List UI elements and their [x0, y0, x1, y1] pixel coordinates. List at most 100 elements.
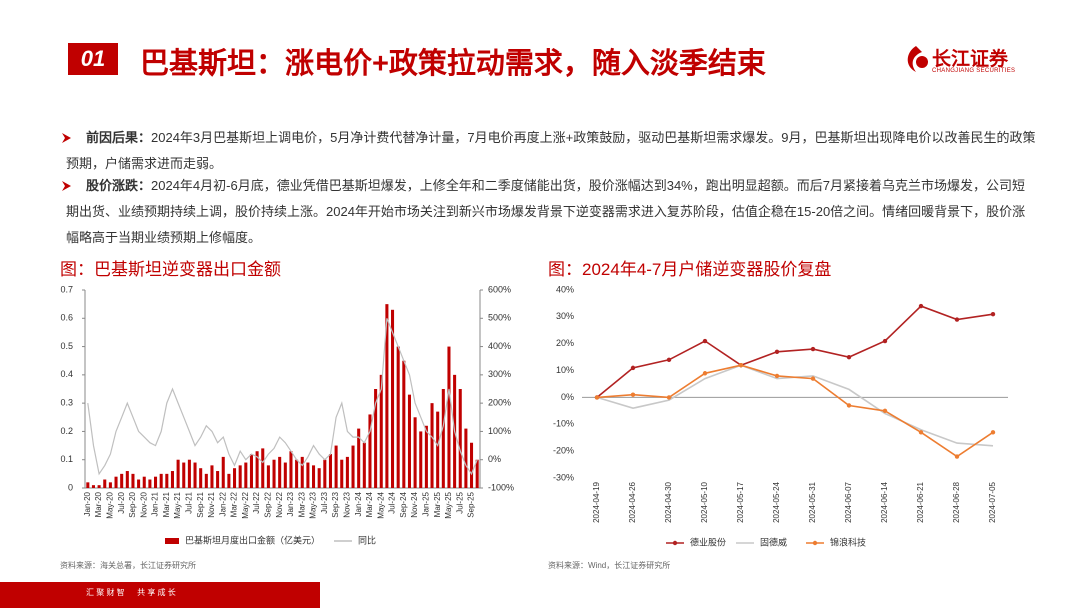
x-tick-label: 2024-04-26 — [628, 481, 637, 522]
footer: 汇 聚 财 智 共 享 成 长 — [0, 582, 320, 608]
marker — [882, 338, 888, 344]
legend-marker — [672, 540, 678, 546]
bar — [125, 471, 129, 488]
bullet-icon — [62, 181, 71, 191]
marker — [918, 430, 924, 435]
y2-tick-label: 100% — [488, 426, 511, 436]
bar — [345, 456, 349, 488]
y2-tick-label: 0% — [488, 454, 501, 464]
marker — [918, 303, 924, 309]
x-tick-label: 2024-05-17 — [736, 481, 745, 522]
marker — [666, 357, 672, 363]
bar — [317, 468, 321, 488]
bullet-label: 前因后果： — [86, 130, 152, 145]
bar — [204, 473, 208, 488]
bar — [193, 462, 197, 488]
y2-tick-label: 200% — [488, 398, 511, 408]
marker — [774, 349, 780, 354]
bar — [170, 471, 174, 488]
y-tick-label: 0.4 — [60, 369, 73, 379]
marker — [738, 363, 744, 368]
line — [596, 364, 994, 458]
x-tick-label: May-20 — [106, 491, 115, 518]
bar — [120, 473, 124, 488]
logo-icon — [907, 46, 928, 72]
bar — [323, 459, 327, 488]
bar — [357, 428, 361, 488]
bar — [396, 346, 400, 488]
legend-label: 德业股份 — [690, 536, 726, 547]
y2-tick-label: -100% — [488, 482, 514, 492]
marker — [990, 430, 996, 435]
marker — [954, 454, 960, 459]
x-tick-label: Sep-25 — [467, 491, 476, 517]
y-tick-label: 0% — [561, 392, 574, 402]
bar — [182, 462, 186, 488]
legend-label: 同比 — [358, 534, 376, 545]
bar — [103, 479, 107, 488]
bar — [199, 468, 203, 488]
x-tick-label: Mar-24 — [365, 491, 374, 517]
bullet: 前因后果：2024年3月巴基斯坦上调电价，5月净计费代替净计量，7月电价再度上涨… — [66, 125, 1036, 177]
bar — [379, 374, 383, 488]
x-tick-label: Jul-23 — [320, 491, 329, 513]
marker — [594, 395, 600, 400]
marker — [630, 392, 636, 397]
logo-subtext: CHANGJIANG SECURITIES — [932, 68, 1016, 74]
y2-tick-label: 400% — [488, 341, 511, 351]
bar — [233, 468, 237, 488]
bar — [210, 465, 214, 488]
bar — [131, 473, 135, 488]
line — [596, 305, 994, 399]
bar — [154, 476, 158, 488]
chart-title: 图：2024年4-7月户储逆变器股价复盘 — [548, 260, 832, 279]
x-tick-label: Mar-20 — [94, 491, 103, 517]
marker — [990, 311, 996, 317]
bar — [278, 456, 282, 488]
x-tick-label: Sep-21 — [196, 491, 205, 517]
x-tick-label: Nov-21 — [207, 491, 216, 517]
bar — [385, 304, 389, 488]
x-tick-label: May-24 — [376, 491, 385, 518]
x-tick-label: 2024-06-14 — [880, 481, 889, 522]
bar — [402, 360, 406, 488]
bar — [306, 462, 310, 488]
legend-swatch — [165, 538, 179, 544]
y-tick-label: 0.5 — [60, 341, 73, 351]
y-tick-label: -20% — [553, 446, 574, 456]
y-tick-label: 0 — [68, 482, 73, 492]
x-tick-label: Sep-23 — [331, 491, 340, 517]
bar — [266, 465, 270, 488]
bar — [413, 417, 417, 488]
bar — [362, 442, 366, 488]
bar — [374, 389, 378, 488]
x-tick-label: Jul-25 — [455, 491, 464, 513]
x-tick-label: Nov-22 — [275, 491, 284, 517]
bar — [391, 309, 395, 488]
bar — [475, 459, 479, 488]
legend-label: 固德威 — [760, 536, 787, 547]
bar — [436, 411, 440, 488]
marker — [954, 317, 960, 322]
x-tick-label: Jul-21 — [185, 491, 194, 513]
x-tick-label: 2024-05-31 — [808, 481, 817, 522]
marker — [702, 338, 708, 344]
marker — [846, 354, 852, 360]
section-number: 01 — [68, 43, 118, 75]
x-tick-label: 2024-05-10 — [700, 481, 709, 522]
bar — [464, 428, 468, 488]
x-tick-label: 2024-07-05 — [988, 481, 997, 522]
x-tick-label: Sep-20 — [128, 491, 137, 517]
legend-label: 锦浪科技 — [830, 536, 866, 547]
marker — [630, 365, 636, 371]
x-tick-label: Jan-20 — [83, 491, 92, 516]
x-tick-label: May-21 — [173, 491, 182, 518]
y-tick-label: 0.3 — [60, 398, 73, 408]
x-tick-label: Jul-20 — [117, 491, 126, 513]
bar — [142, 476, 146, 488]
bullet-icon — [62, 133, 71, 143]
x-tick-label: Mar-25 — [433, 491, 442, 517]
x-tick-label: Jul-24 — [388, 491, 397, 513]
bullet-text: 2024年3月巴基斯坦上调电价，5月净计费代替净计量，7月电价再度上涨+政策鼓励… — [66, 130, 1036, 171]
y-tick-label: 30% — [556, 311, 574, 321]
